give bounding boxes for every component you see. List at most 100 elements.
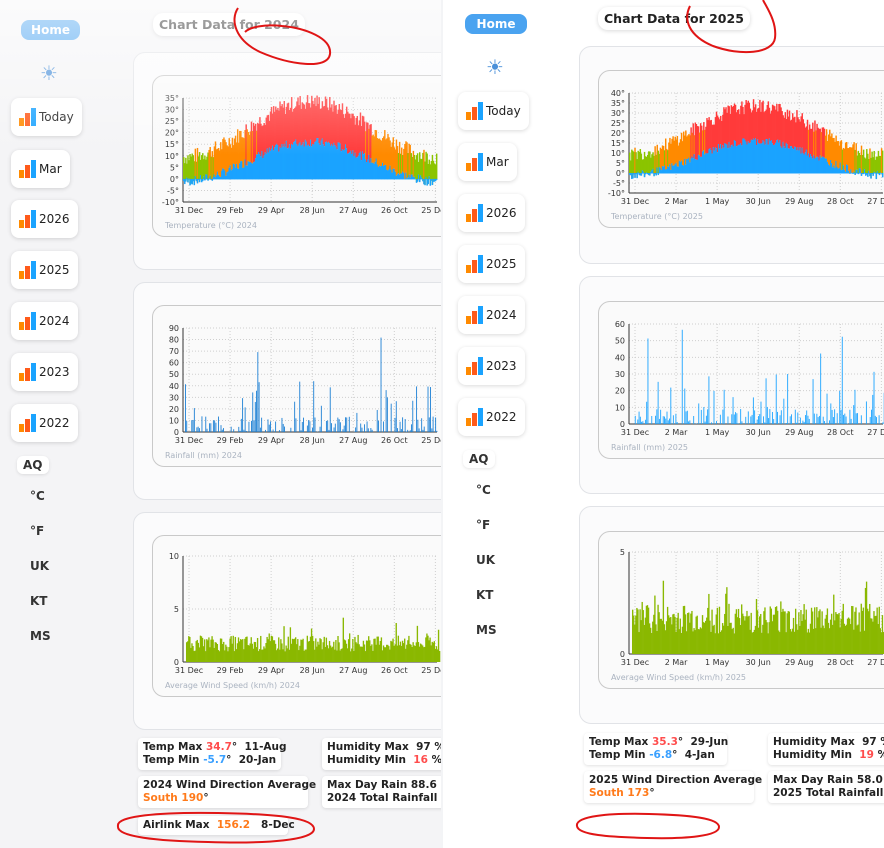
wind-bar xyxy=(751,632,753,654)
y-tick-label: 35° xyxy=(165,94,179,103)
nav-2023-button[interactable]: 2023 xyxy=(458,347,525,385)
rain-bar xyxy=(265,429,266,432)
rain-bar xyxy=(684,388,686,424)
temp-low-bar xyxy=(654,173,656,175)
wind-bar xyxy=(880,632,883,654)
temp-low-bar xyxy=(677,166,680,174)
temp-low-bar xyxy=(279,146,281,180)
wind-bar xyxy=(755,598,758,654)
temp-high-bar xyxy=(749,108,752,143)
wind-bar xyxy=(768,622,770,654)
nav-2022-button[interactable]: 2022 xyxy=(458,398,525,436)
rain-bar xyxy=(402,417,404,432)
temp-low-bar xyxy=(863,169,866,174)
wind-bar xyxy=(688,612,690,654)
temp-high-bar xyxy=(835,135,837,161)
unit-ms[interactable]: MS xyxy=(476,623,497,637)
temp-high-bar xyxy=(681,141,684,165)
nav-2022-button[interactable]: 2022 xyxy=(11,404,78,442)
temp-low-bar xyxy=(820,157,823,174)
temp-low-bar xyxy=(305,141,308,180)
wind-bar xyxy=(636,607,638,654)
temp-low-bar xyxy=(877,173,880,174)
unit-celsius[interactable]: °C xyxy=(476,483,491,497)
home-button[interactable]: Home xyxy=(21,20,80,40)
temp-low-bar xyxy=(210,178,212,180)
temp-high-bar xyxy=(817,127,819,158)
temp-high-bar xyxy=(831,133,833,164)
nav-mar-button[interactable]: Mar xyxy=(458,143,517,181)
nav-2025-button[interactable]: 2025 xyxy=(11,251,78,289)
temp-high-bar xyxy=(634,147,636,178)
temp-low-bar xyxy=(379,166,382,180)
nav-2025-button[interactable]: 2025 xyxy=(458,245,525,283)
temp-high-bar xyxy=(391,142,393,173)
temp-low-bar xyxy=(651,170,653,174)
wind-bar xyxy=(770,608,772,654)
rain-bar xyxy=(334,423,336,432)
unit-kt[interactable]: KT xyxy=(30,594,48,608)
temp-low-bar xyxy=(416,178,419,182)
theme-sun-icon[interactable]: ☀ xyxy=(486,55,504,79)
temp-low-bar xyxy=(802,153,805,174)
temp-low-bar xyxy=(676,166,679,174)
wind-bar xyxy=(428,640,430,662)
wind-bar xyxy=(844,625,847,654)
temp-low-bar xyxy=(763,141,765,174)
wind-bar xyxy=(682,606,685,654)
wind-bar xyxy=(743,616,745,654)
nav-2024-button[interactable]: 2024 xyxy=(458,296,525,334)
temp-low-bar xyxy=(770,140,773,174)
y-tick-label: 10 xyxy=(615,403,625,412)
temp-high-bar xyxy=(210,156,212,180)
theme-sun-icon[interactable]: ☀ xyxy=(40,61,58,85)
wind-bar xyxy=(779,632,781,654)
page-title: Chart Data for 2025 xyxy=(598,7,750,30)
wind-bar xyxy=(797,629,799,654)
unit-celsius[interactable]: °C xyxy=(30,489,45,503)
temp-high-bar xyxy=(211,151,214,181)
unit-fahrenheit[interactable]: °F xyxy=(476,518,491,532)
temp-high-bar xyxy=(823,128,826,158)
nav-mar-button[interactable]: Mar xyxy=(11,150,70,188)
temp-high-bar xyxy=(185,157,187,182)
temp-low-bar xyxy=(825,158,828,174)
temp-low-bar xyxy=(300,145,302,180)
nav-today-button[interactable]: Today xyxy=(458,92,529,130)
nav-today-button[interactable]: Today xyxy=(11,98,82,136)
aq-button[interactable]: AQ xyxy=(17,456,49,474)
aq-button[interactable]: AQ xyxy=(463,450,495,468)
unit-uk[interactable]: UK xyxy=(476,553,496,567)
temp-high-bar xyxy=(422,152,424,181)
unit-ms[interactable]: MS xyxy=(30,629,51,643)
temp-high-bar xyxy=(653,155,655,176)
wind-bar xyxy=(853,629,855,654)
temp-low-bar xyxy=(292,144,294,180)
temp-low-bar xyxy=(640,173,643,176)
rain-bar xyxy=(874,415,876,424)
home-button[interactable]: Home xyxy=(465,14,527,34)
temp-high-bar xyxy=(663,150,666,166)
unit-kt[interactable]: KT xyxy=(476,588,494,602)
temp-low-bar xyxy=(862,173,865,175)
wind-bar xyxy=(436,649,439,662)
wind-bar xyxy=(826,608,829,654)
wind-bar xyxy=(288,649,291,662)
nav-2026-button[interactable]: 2026 xyxy=(11,200,78,238)
nav-2026-button[interactable]: 2026 xyxy=(458,194,525,232)
temp-low-bar xyxy=(729,147,731,174)
rain-bar xyxy=(836,413,838,424)
unit-fahrenheit[interactable]: °F xyxy=(30,524,45,538)
rain-bar xyxy=(820,353,822,424)
temp-low-bar xyxy=(244,159,246,180)
nav-2023-button[interactable]: 2023 xyxy=(11,353,78,391)
temp-high-bar xyxy=(667,150,669,167)
nav-2024-button[interactable]: 2024 xyxy=(11,302,78,340)
rain-bar xyxy=(882,422,884,424)
temp-high-bar xyxy=(413,154,416,177)
wind-bar xyxy=(685,631,688,654)
unit-uk[interactable]: UK xyxy=(30,559,50,573)
rain-bar xyxy=(651,415,653,424)
wind-bar xyxy=(325,637,328,662)
rain-bar xyxy=(191,420,193,432)
